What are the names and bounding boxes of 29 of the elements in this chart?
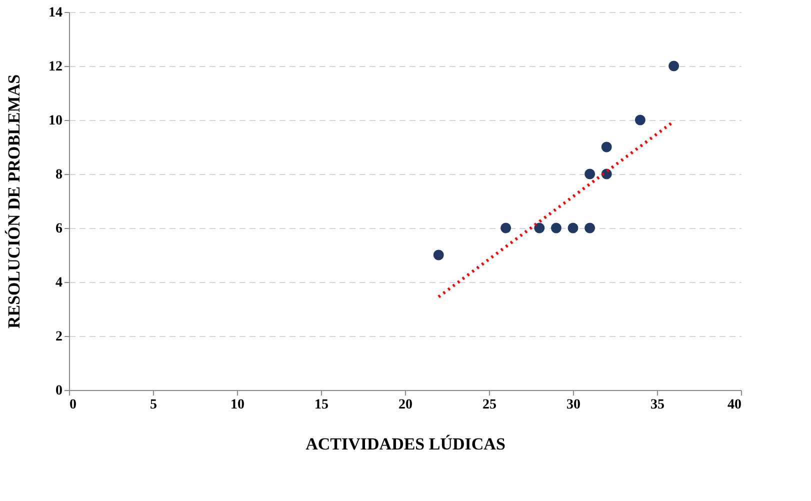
y-tick-label: 10: [48, 114, 62, 128]
point: [584, 222, 596, 234]
point: [584, 168, 596, 180]
point: [668, 60, 680, 72]
x-axis-title: ACTIVIDADES LÚDICAS: [306, 434, 506, 454]
point: [550, 222, 562, 234]
y-tick-label: 0: [56, 384, 62, 398]
y-tick-label: 2: [56, 330, 62, 344]
point: [433, 250, 444, 260]
point: [534, 222, 545, 234]
point: [568, 222, 578, 234]
point: [634, 114, 646, 126]
x-tick-label: 15: [314, 398, 328, 412]
x-tick-label: 35: [650, 398, 664, 412]
y-axis-title: RESOLUCIÓN DE PROBLEMAS: [4, 74, 24, 329]
y-tick-label: 8: [56, 168, 62, 182]
point: [500, 222, 512, 234]
x-tick-label: 5: [150, 398, 157, 412]
y-tick-label: 4: [56, 276, 62, 290]
y-tick-label: 12: [48, 60, 62, 74]
x-tick-label: 40: [728, 398, 742, 412]
x-tick-label: 25: [482, 398, 496, 412]
x-tick-label: 10: [230, 398, 244, 412]
point: [601, 142, 612, 152]
x-tick-label: 30: [566, 398, 580, 412]
x-tick-label: 0: [70, 398, 76, 412]
y-tick-label: 14: [48, 6, 62, 20]
y-tick-label: 6: [56, 222, 62, 236]
x-tick-label: 20: [398, 398, 412, 412]
